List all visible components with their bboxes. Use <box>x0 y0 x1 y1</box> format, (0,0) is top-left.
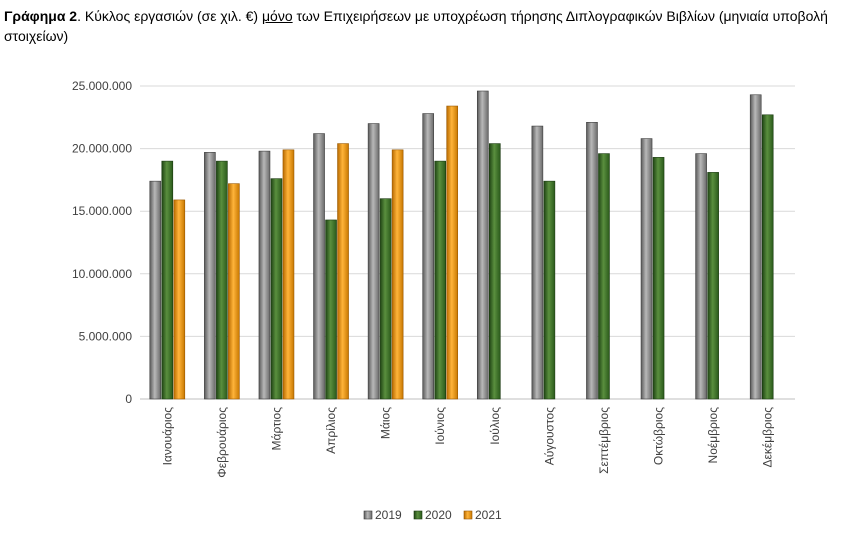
x-category-label: Αύγουστος <box>542 407 556 465</box>
bar-2020-11 <box>707 172 719 400</box>
y-tick-label: 25.000.000 <box>72 79 132 93</box>
gridlines <box>140 85 795 400</box>
legend-label-2020: 2020 <box>425 508 452 522</box>
x-category-label: Φεβρουάριος <box>215 407 229 478</box>
bar-2019-10 <box>640 138 653 400</box>
y-tick-label: 10.000.000 <box>72 267 132 281</box>
bar-2019-11 <box>695 153 707 400</box>
bar-2019-8 <box>531 125 544 400</box>
legend: 2019 2020 2021 <box>363 508 502 522</box>
bar-2020-6 <box>434 160 447 400</box>
x-category-label: Νοέμβριος <box>706 407 720 464</box>
bar-2021-5 <box>391 149 404 400</box>
bar-2020-4 <box>325 219 337 400</box>
bar-2021-6 <box>446 105 459 400</box>
bar-2020-3 <box>270 178 283 400</box>
x-category-label: Ιανουάριος <box>160 407 174 466</box>
bar-2020-10 <box>652 157 665 400</box>
caption-label: Γράφημα 2 <box>4 8 78 24</box>
bar-2019-5 <box>367 123 380 400</box>
caption-text-before: . Κύκλος εργασιών (σε χιλ. €) <box>77 8 262 24</box>
bar-2020-2 <box>216 160 228 400</box>
x-category-label: Απρίλιος <box>324 407 338 454</box>
legend-label-2021: 2021 <box>475 508 502 522</box>
x-category-label: Ιούλιος <box>488 407 502 445</box>
x-category-label: Οκτώβριος <box>652 407 666 465</box>
y-tick-label: 0 <box>125 392 132 406</box>
y-axis-tick-labels: 0 5.000.000 10.000.000 15.000.000 20.000.000… <box>72 79 132 406</box>
x-axis-category-labels: Ιανουάριος Φεβρουάριος Μάρτιος Απρίλιος Μάιο… <box>160 407 774 478</box>
bar-2019-9 <box>586 122 598 400</box>
bar-2021-3 <box>282 149 295 400</box>
bar-2019-1 <box>149 180 162 400</box>
y-tick-label: 15.000.000 <box>72 204 132 218</box>
x-category-label: Ιούνιος <box>433 407 447 445</box>
legend-swatch-2019 <box>363 510 373 520</box>
bar-2019-7 <box>476 90 489 400</box>
x-category-label: Σεπτέμβριος <box>597 407 611 474</box>
bar-2019-3 <box>258 150 271 400</box>
bar-2020-7 <box>488 143 501 400</box>
bar-2020-8 <box>543 180 556 400</box>
bar-2020-1 <box>161 160 174 400</box>
bar-2019-6 <box>422 113 435 400</box>
bar-2019-12 <box>749 94 762 400</box>
legend-label-2019: 2019 <box>375 508 402 522</box>
bar-2020-12 <box>761 114 774 400</box>
x-category-label: Μάρτιος <box>269 407 283 451</box>
bars <box>149 90 774 400</box>
bar-2020-5 <box>379 198 392 400</box>
chart-caption: Γράφημα 2. Κύκλος εργασιών (σε χιλ. €) μ… <box>4 6 864 46</box>
bar-2020-9 <box>598 153 610 400</box>
caption-text-after: των Επιχειρήσεων με υποχρέωση τήρησης Δι… <box>4 8 828 44</box>
bar-2021-2 <box>228 183 240 400</box>
legend-swatch-2021 <box>463 510 473 520</box>
x-category-label: Δεκέμβριος <box>761 407 775 468</box>
bar-2019-2 <box>204 152 216 400</box>
x-category-label: Μάιος <box>379 407 393 439</box>
bar-2021-4 <box>337 143 349 400</box>
y-tick-label: 20.000.000 <box>72 142 132 156</box>
bar-2021-1 <box>173 199 186 400</box>
bar-2019-4 <box>313 133 325 400</box>
legend-swatch-2020 <box>413 510 423 520</box>
caption-underlined: μόνο <box>261 8 293 24</box>
y-tick-label: 5.000.000 <box>79 329 133 343</box>
